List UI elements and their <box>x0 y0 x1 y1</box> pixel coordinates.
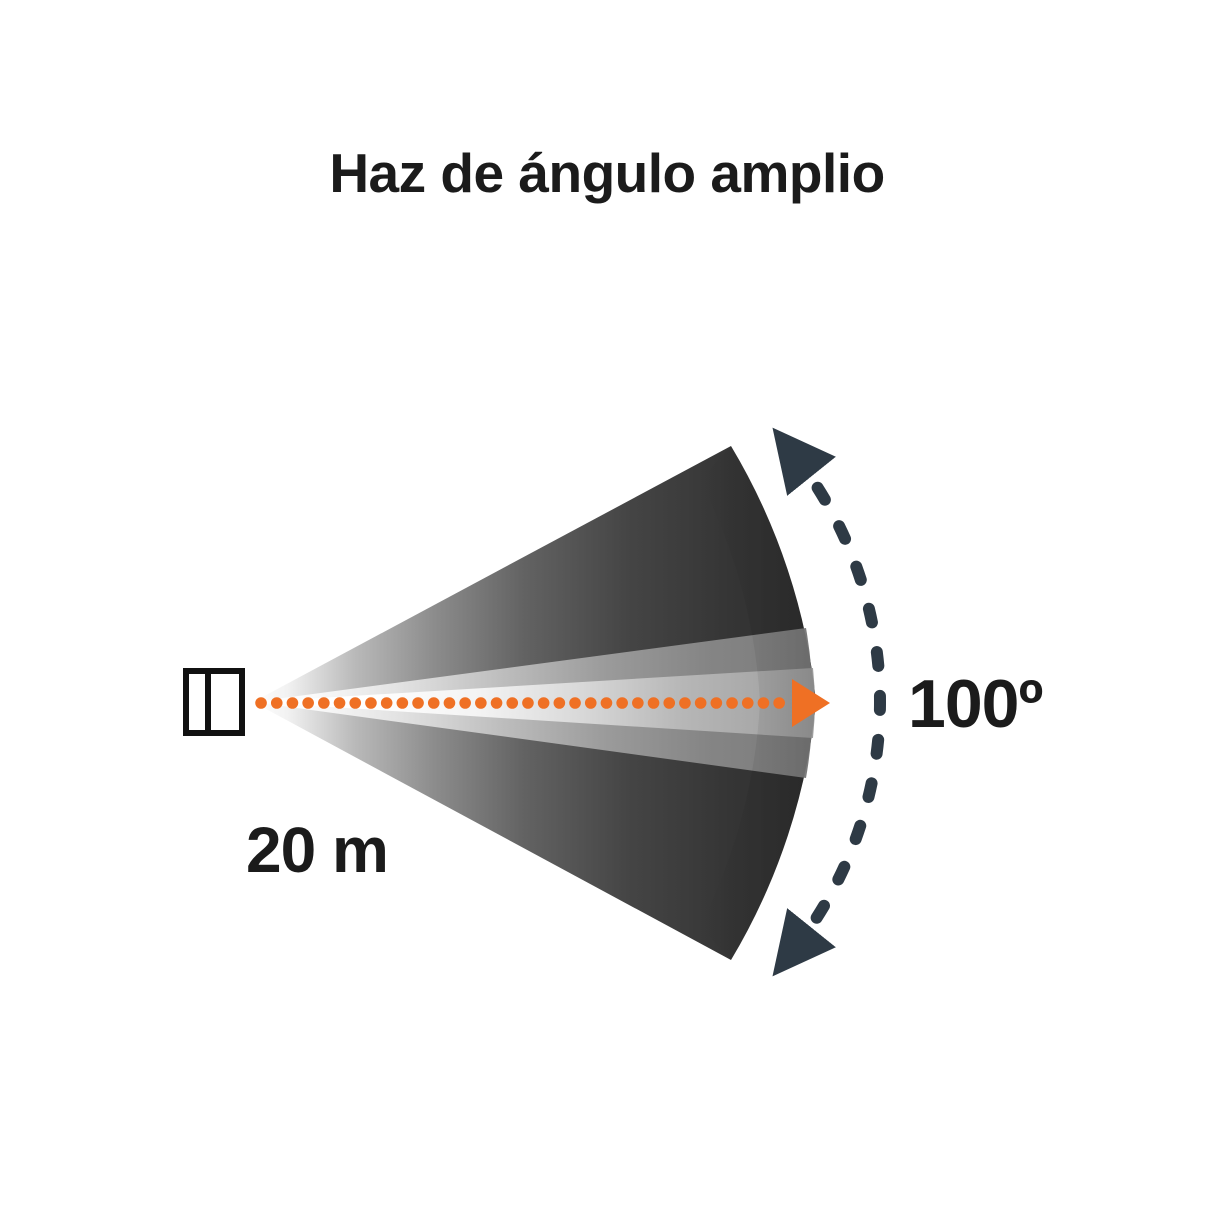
range-label: 20 m <box>246 814 388 886</box>
angle-arc <box>772 427 887 977</box>
angle-arc-dashed-path <box>772 427 887 977</box>
beam-core <box>253 668 815 738</box>
angle-label: 100º <box>908 666 1042 742</box>
page-title: Haz de ángulo amplio <box>329 142 884 204</box>
flashlight-icon <box>183 668 245 736</box>
